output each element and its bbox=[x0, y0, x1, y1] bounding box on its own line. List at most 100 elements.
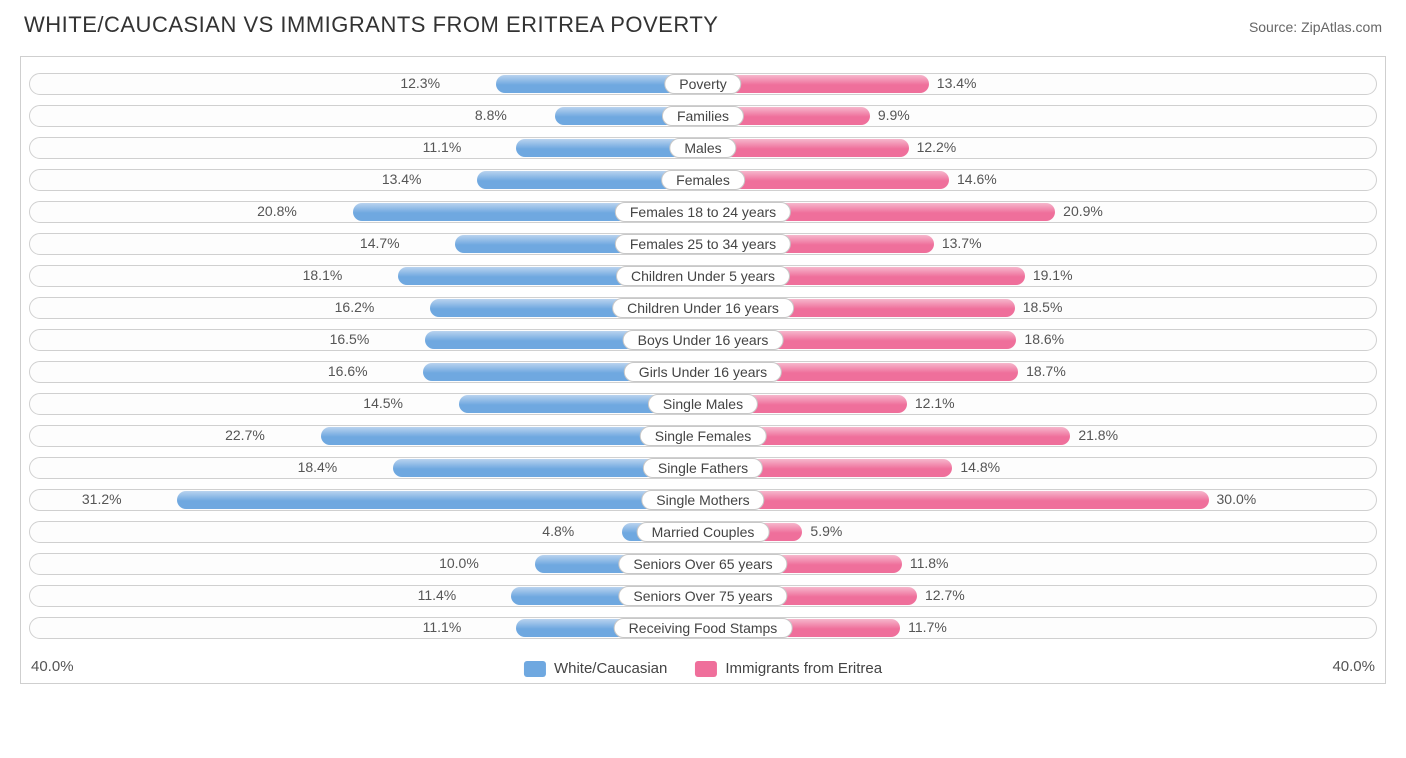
chart-row: 11.1%12.2%Males bbox=[29, 135, 1377, 161]
axis-max-left: 40.0% bbox=[31, 658, 74, 675]
legend-swatch-right bbox=[695, 661, 717, 677]
half-left: 18.4% bbox=[29, 455, 703, 481]
half-right: 11.7% bbox=[703, 615, 1377, 641]
value-right: 11.7% bbox=[900, 619, 947, 635]
value-left: 10.0% bbox=[439, 555, 487, 571]
value-right: 13.7% bbox=[934, 235, 982, 251]
half-left: 11.1% bbox=[29, 135, 703, 161]
category-label: Families bbox=[662, 106, 744, 126]
chart-row: 16.2% 18.5% Children Under 16 years bbox=[29, 295, 1377, 321]
value-right: 9.9% bbox=[870, 107, 910, 123]
half-right: 9.9% bbox=[703, 103, 1377, 129]
chart-row: 18.1%19.1%Children Under 5 years bbox=[29, 263, 1377, 289]
value-left: 16.2% bbox=[335, 299, 383, 315]
half-right: 12.1% bbox=[703, 391, 1377, 417]
value-left: 16.5% bbox=[330, 331, 378, 347]
half-left: 14.7% bbox=[29, 231, 703, 257]
half-left: 10.0% bbox=[29, 551, 703, 577]
value-left: 18.1% bbox=[303, 267, 351, 283]
half-right: 13.7% bbox=[703, 231, 1377, 257]
category-label: Females bbox=[661, 170, 745, 190]
chart-row: 10.0% 11.8% Seniors Over 65 years bbox=[29, 551, 1377, 577]
legend: White/Caucasian Immigrants from Eritrea bbox=[524, 660, 882, 677]
half-left: 12.3% bbox=[29, 71, 703, 97]
legend-item-right: Immigrants from Eritrea bbox=[695, 660, 882, 677]
value-left: 11.1% bbox=[423, 619, 470, 635]
source-name: ZipAtlas.com bbox=[1301, 19, 1382, 35]
category-label: Single Fathers bbox=[643, 458, 763, 478]
half-right: 18.6% bbox=[703, 327, 1377, 353]
half-left: 20.8% bbox=[29, 199, 703, 225]
header: WHITE/CAUCASIAN VS IMMIGRANTS FROM ERITR… bbox=[20, 12, 1386, 38]
value-right: 12.1% bbox=[907, 395, 955, 411]
half-left: 8.8% bbox=[29, 103, 703, 129]
value-right: 12.7% bbox=[917, 587, 965, 603]
value-right: 18.6% bbox=[1016, 331, 1064, 347]
value-left: 20.8% bbox=[257, 203, 305, 219]
chart-row: 20.8% 20.9% Females 18 to 24 years bbox=[29, 199, 1377, 225]
category-label: Seniors Over 75 years bbox=[618, 586, 787, 606]
half-right: 14.8% bbox=[703, 455, 1377, 481]
value-right: 13.4% bbox=[929, 75, 977, 91]
value-left: 22.7% bbox=[225, 427, 273, 443]
source-attribution: Source: ZipAtlas.com bbox=[1249, 19, 1382, 35]
half-right: 21.8% bbox=[703, 423, 1377, 449]
axis-max-right: 40.0% bbox=[1332, 658, 1375, 675]
value-left: 4.8% bbox=[542, 523, 582, 539]
chart-row: 11.4% 12.7% Seniors Over 75 years bbox=[29, 583, 1377, 609]
value-right: 14.6% bbox=[949, 171, 997, 187]
half-left: 16.5% bbox=[29, 327, 703, 353]
value-left: 8.8% bbox=[475, 107, 515, 123]
category-label: Married Couples bbox=[637, 522, 770, 542]
chart-row: 13.4% 14.6% Females bbox=[29, 167, 1377, 193]
value-right: 20.9% bbox=[1055, 203, 1103, 219]
chart-row: 14.7% 13.7% Females 25 to 34 years bbox=[29, 231, 1377, 257]
value-right: 18.5% bbox=[1015, 299, 1063, 315]
half-right: 18.5% bbox=[703, 295, 1377, 321]
chart-row: 11.1%11.7%Receiving Food Stamps bbox=[29, 615, 1377, 641]
legend-swatch-left bbox=[524, 661, 546, 677]
half-left: 16.2% bbox=[29, 295, 703, 321]
category-label: Females 18 to 24 years bbox=[615, 202, 791, 222]
value-left: 13.4% bbox=[382, 171, 430, 187]
value-left: 12.3% bbox=[400, 75, 448, 91]
category-label: Females 25 to 34 years bbox=[615, 234, 791, 254]
half-left: 13.4% bbox=[29, 167, 703, 193]
diverging-bar-chart: 12.3%13.4%Poverty8.8%9.9%Families11.1%12… bbox=[20, 56, 1386, 684]
chart-row: 8.8% 9.9% Families bbox=[29, 103, 1377, 129]
chart-footer: 40.0% 40.0% White/Caucasian Immigrants f… bbox=[21, 651, 1385, 677]
half-right: 18.7% bbox=[703, 359, 1377, 385]
source-label: Source: bbox=[1249, 19, 1301, 35]
bar-right bbox=[703, 491, 1209, 509]
value-left: 14.5% bbox=[363, 395, 411, 411]
category-label: Poverty bbox=[664, 74, 741, 94]
half-right: 11.8% bbox=[703, 551, 1377, 577]
half-left: 22.7% bbox=[29, 423, 703, 449]
chart-row: 4.8% 5.9% Married Couples bbox=[29, 519, 1377, 545]
half-left: 18.1% bbox=[29, 263, 703, 289]
half-right: 5.9% bbox=[703, 519, 1377, 545]
chart-row: 16.5%18.6%Boys Under 16 years bbox=[29, 327, 1377, 353]
value-right: 11.8% bbox=[902, 555, 949, 571]
half-left: 11.1% bbox=[29, 615, 703, 641]
category-label: Children Under 16 years bbox=[612, 298, 794, 318]
half-right: 12.7% bbox=[703, 583, 1377, 609]
half-left: 16.6% bbox=[29, 359, 703, 385]
chart-row: 18.4%14.8%Single Fathers bbox=[29, 455, 1377, 481]
chart-row: 22.7%21.8%Single Females bbox=[29, 423, 1377, 449]
bar-left bbox=[177, 491, 703, 509]
value-right: 5.9% bbox=[802, 523, 842, 539]
half-right: 14.6% bbox=[703, 167, 1377, 193]
legend-label-right: Immigrants from Eritrea bbox=[725, 660, 882, 677]
chart-row: 31.2%30.0%Single Mothers bbox=[29, 487, 1377, 513]
half-left: 31.2% bbox=[29, 487, 703, 513]
value-left: 31.2% bbox=[82, 491, 130, 507]
half-left: 11.4% bbox=[29, 583, 703, 609]
value-left: 16.6% bbox=[328, 363, 376, 379]
category-label: Single Males bbox=[648, 394, 758, 414]
category-label: Males bbox=[669, 138, 736, 158]
half-right: 13.4% bbox=[703, 71, 1377, 97]
half-right: 19.1% bbox=[703, 263, 1377, 289]
category-label: Seniors Over 65 years bbox=[618, 554, 787, 574]
value-right: 30.0% bbox=[1209, 491, 1257, 507]
